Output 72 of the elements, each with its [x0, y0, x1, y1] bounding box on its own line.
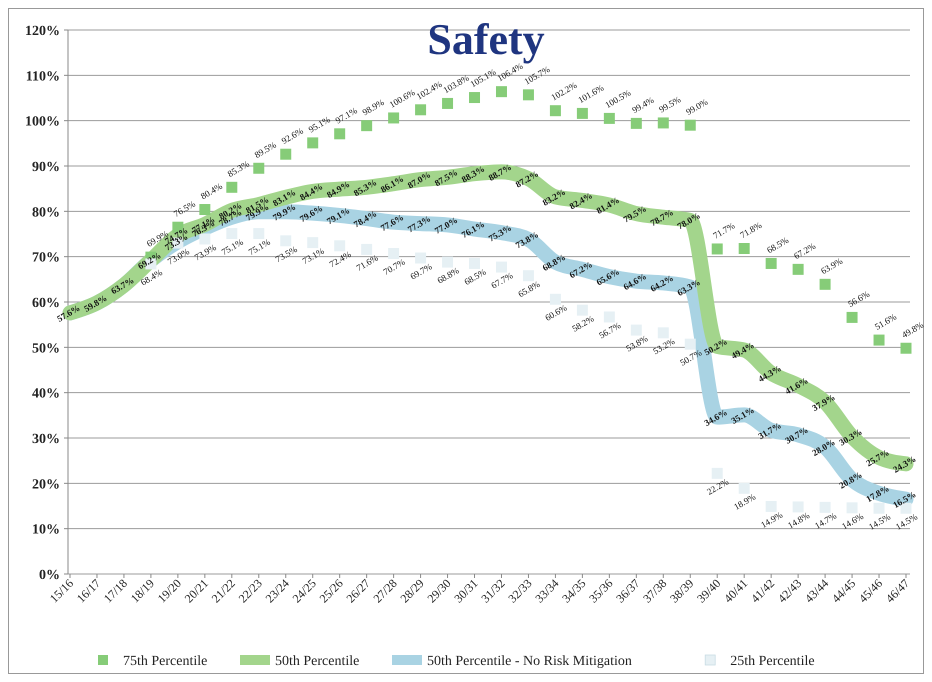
point	[874, 334, 885, 346]
point	[280, 235, 292, 246]
point	[820, 278, 831, 290]
point	[874, 502, 885, 514]
point	[684, 338, 696, 350]
point	[388, 112, 400, 124]
y-tick-label: 0%	[39, 568, 60, 583]
legend-label: 75th Percentile	[123, 654, 208, 669]
point	[334, 128, 346, 140]
point	[307, 237, 318, 248]
point	[496, 262, 507, 273]
y-tick-label: 70%	[32, 250, 60, 266]
point	[738, 482, 750, 494]
point	[630, 118, 642, 129]
point	[199, 204, 210, 216]
y-tick-label: 120%	[25, 24, 60, 39]
point	[415, 104, 426, 116]
y-tick-label: 20%	[32, 477, 60, 492]
point	[900, 342, 912, 354]
point	[550, 294, 561, 305]
point	[253, 162, 264, 174]
point	[307, 137, 318, 148]
point	[442, 98, 454, 109]
point	[253, 228, 264, 240]
point	[415, 252, 426, 264]
point	[442, 256, 454, 268]
legend-label: 50th Percentile	[275, 654, 360, 669]
point	[226, 228, 238, 240]
point	[576, 108, 588, 119]
y-tick-label: 40%	[32, 386, 60, 402]
point	[658, 117, 669, 128]
y-tick-label: 60%	[32, 296, 60, 311]
data-label: 49.8%	[900, 319, 926, 340]
point	[361, 244, 372, 255]
point	[226, 182, 238, 193]
point	[820, 502, 831, 513]
legend-label: 50th Percentile - No Risk Mitigation	[427, 654, 632, 669]
y-tick-label: 100%	[25, 114, 60, 130]
point	[684, 120, 696, 131]
point	[496, 86, 507, 98]
chart-title: Safety	[427, 15, 545, 64]
point	[576, 304, 588, 316]
point	[846, 502, 858, 514]
point	[522, 270, 534, 282]
point	[846, 312, 858, 323]
y-tick-label: 10%	[32, 522, 60, 538]
data-label: 49.4%	[729, 340, 756, 361]
y-tick-label: 50%	[32, 341, 60, 356]
point	[766, 258, 777, 269]
point	[334, 240, 346, 252]
point	[630, 324, 642, 336]
y-tick-label: 30%	[32, 432, 60, 447]
point	[361, 120, 372, 132]
point	[712, 468, 723, 479]
point	[766, 500, 777, 512]
point	[550, 105, 561, 116]
point	[522, 89, 534, 100]
legend-label: 25th Percentile	[730, 654, 815, 669]
point	[604, 311, 615, 322]
y-tick-label: 80%	[32, 205, 60, 220]
point	[280, 148, 292, 160]
point	[469, 92, 480, 104]
point	[712, 243, 723, 254]
point	[469, 258, 480, 269]
point	[738, 243, 750, 254]
point	[792, 264, 804, 275]
point	[388, 248, 400, 259]
y-tick-label: 90%	[32, 160, 60, 175]
point	[604, 112, 615, 124]
y-tick-label: 110%	[26, 69, 60, 84]
point	[658, 327, 669, 338]
point	[792, 501, 804, 512]
